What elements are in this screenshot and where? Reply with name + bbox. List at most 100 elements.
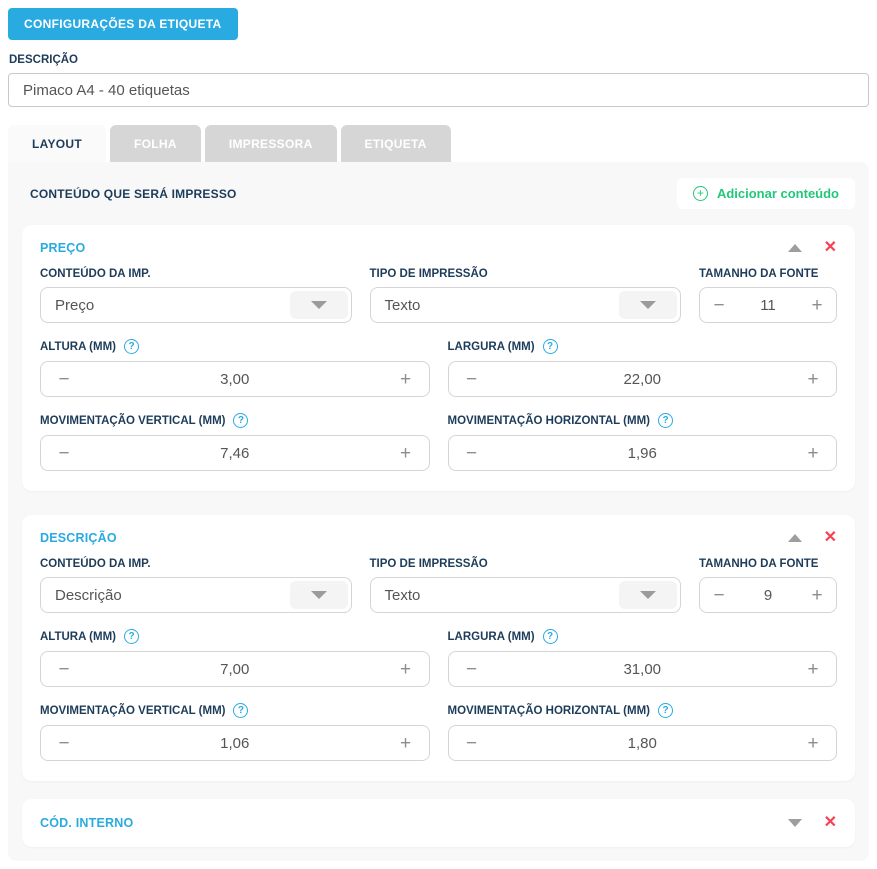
field-label-text: CONTEÚDO DA IMP. [40, 268, 151, 280]
field-label-text: TIPO DE IMPRESSÃO [369, 558, 488, 570]
minus-icon[interactable]: − [465, 442, 478, 464]
stepper-value: 7,00 [220, 660, 250, 678]
plus-icon[interactable]: + [399, 368, 412, 390]
field-label: MOVIMENTAÇÃO VERTICAL (MM) ? [40, 413, 430, 428]
minus-icon[interactable]: − [465, 732, 478, 754]
field-largura: LARGURA (MM) ? − 31,00 + [447, 629, 837, 687]
tab-folha[interactable]: FOLHA [110, 125, 201, 162]
plus-icon[interactable]: + [807, 658, 819, 680]
plus-icon[interactable]: + [811, 294, 823, 316]
select-value: Texto [384, 586, 421, 604]
font-size-stepper[interactable]: − 9 + [699, 577, 837, 613]
field-altura: ALTURA (MM) ? − 3,00 + [40, 339, 430, 397]
field-mov-horizontal: MOVIMENTAÇÃO HORIZONTAL (MM) ? − 1,80 + [447, 703, 837, 761]
stepper-value: 1,80 [627, 734, 657, 752]
help-icon[interactable]: ? [658, 703, 674, 718]
layout-tab-panel: CONTEÚDO QUE SERÁ IMPRESSO + Adicionar c… [8, 162, 869, 861]
stepper-value: 31,00 [623, 660, 662, 678]
altura-stepper[interactable]: − 7,00 + [40, 651, 430, 687]
tipo-impressao-select[interactable]: Texto [369, 577, 681, 613]
add-content-button[interactable]: + Adicionar conteúdo [676, 178, 855, 209]
panel-header: CONTEÚDO QUE SERÁ IMPRESSO + Adicionar c… [22, 178, 855, 209]
select-value: Preço [55, 296, 95, 314]
stepper-value: 9 [763, 586, 773, 604]
minus-icon[interactable]: − [465, 368, 478, 390]
conteudo-imp-select[interactable]: Descrição [40, 577, 352, 613]
plus-icon[interactable]: + [807, 732, 819, 754]
field-mov-vertical: MOVIMENTAÇÃO VERTICAL (MM) ? − 1,06 + [40, 703, 430, 761]
field-label-text: LARGURA (MM) [447, 340, 535, 353]
conteudo-imp-select[interactable]: Preço [40, 287, 352, 323]
expand-down-icon[interactable] [787, 819, 802, 827]
minus-icon[interactable]: − [58, 732, 70, 754]
chevron-down-icon[interactable] [289, 291, 348, 319]
field-conteudo-imp: CONTEÚDO DA IMP. Descrição [40, 558, 352, 613]
tipo-impressao-select[interactable]: Texto [369, 287, 681, 323]
card-header: CÓD. INTERNO ✕ [40, 815, 837, 831]
field-label: TIPO DE IMPRESSÃO [370, 268, 682, 280]
field-label-text: TIPO DE IMPRESSÃO [369, 268, 488, 280]
mov-horizontal-stepper[interactable]: − 1,96 + [447, 435, 837, 471]
close-icon[interactable]: ✕ [823, 814, 837, 831]
content-card-descricao: DESCRIÇÃO ✕ CONTEÚDO DA IMP. Descrição [22, 515, 855, 781]
description-input[interactable] [8, 73, 869, 107]
mov-vertical-stepper[interactable]: − 1,06 + [40, 725, 430, 761]
plus-icon[interactable]: + [807, 368, 819, 390]
field-label: TIPO DE IMPRESSÃO [370, 558, 682, 570]
collapse-up-icon[interactable] [787, 534, 802, 542]
field-largura: LARGURA (MM) ? − 22,00 + [447, 339, 837, 397]
close-icon[interactable]: ✕ [823, 239, 837, 256]
field-label: ALTURA (MM) ? [40, 629, 430, 644]
select-value: Texto [384, 296, 421, 314]
plus-icon[interactable]: + [807, 442, 819, 464]
card-row-main: CONTEÚDO DA IMP. Descrição TIPO DE IMPRE… [40, 558, 837, 613]
minus-icon[interactable]: − [465, 658, 478, 680]
printed-content-heading: CONTEÚDO QUE SERÁ IMPRESSO [30, 186, 237, 201]
mov-horizontal-stepper[interactable]: − 1,80 + [447, 725, 837, 761]
field-label-text: ALTURA (MM) [40, 340, 117, 353]
chevron-down-icon[interactable] [619, 581, 677, 609]
help-icon[interactable]: ? [124, 339, 140, 354]
tab-impressora[interactable]: IMPRESSORA [204, 125, 337, 162]
chevron-down-icon[interactable] [289, 581, 348, 609]
help-icon[interactable]: ? [233, 413, 249, 428]
plus-icon[interactable]: + [399, 442, 412, 464]
plus-icon[interactable]: + [399, 732, 412, 754]
field-label-text: TAMANHO DA FONTE [699, 268, 819, 280]
mov-vertical-stepper[interactable]: − 7,46 + [40, 435, 430, 471]
close-icon[interactable]: ✕ [823, 529, 837, 546]
stepper-value: 3,00 [220, 370, 250, 388]
field-label: TAMANHO DA FONTE [699, 558, 837, 570]
stepper-value: 7,46 [220, 444, 250, 462]
altura-stepper[interactable]: − 3,00 + [40, 361, 430, 397]
help-icon[interactable]: ? [658, 413, 674, 428]
minus-icon[interactable]: − [58, 442, 70, 464]
plus-icon[interactable]: + [399, 658, 412, 680]
minus-icon[interactable]: − [713, 584, 725, 606]
card-header: DESCRIÇÃO ✕ [40, 530, 837, 546]
largura-stepper[interactable]: − 22,00 + [447, 361, 837, 397]
font-size-stepper[interactable]: − 11 + [699, 287, 837, 323]
tab-etiqueta[interactable]: ETIQUETA [340, 125, 451, 162]
help-icon[interactable]: ? [542, 629, 558, 644]
field-label: MOVIMENTAÇÃO HORIZONTAL (MM) ? [448, 413, 838, 428]
add-content-label: Adicionar conteúdo [716, 186, 839, 201]
largura-stepper[interactable]: − 31,00 + [447, 651, 837, 687]
field-tamanho-fonte: TAMANHO DA FONTE − 9 + [699, 558, 837, 613]
chevron-down-icon[interactable] [619, 291, 677, 319]
field-tipo-impressao: TIPO DE IMPRESSÃO Texto [369, 558, 682, 613]
minus-icon[interactable]: − [58, 368, 70, 390]
help-icon[interactable]: ? [233, 703, 249, 718]
plus-icon[interactable]: + [811, 584, 823, 606]
minus-icon[interactable]: − [58, 658, 70, 680]
card-row-movement: MOVIMENTAÇÃO VERTICAL (MM) ? − 7,46 + MO… [40, 413, 837, 471]
help-icon[interactable]: ? [542, 339, 558, 354]
help-icon[interactable]: ? [124, 629, 140, 644]
stepper-value: 1,96 [627, 444, 657, 462]
tab-layout[interactable]: LAYOUT [8, 125, 107, 162]
config-etiqueta-button[interactable]: CONFIGURAÇÕES DA ETIQUETA [8, 8, 238, 40]
card-title: DESCRIÇÃO [40, 531, 117, 545]
minus-icon[interactable]: − [713, 294, 725, 316]
field-label-text: MOVIMENTAÇÃO VERTICAL (MM) [40, 414, 226, 427]
collapse-up-icon[interactable] [787, 244, 802, 252]
